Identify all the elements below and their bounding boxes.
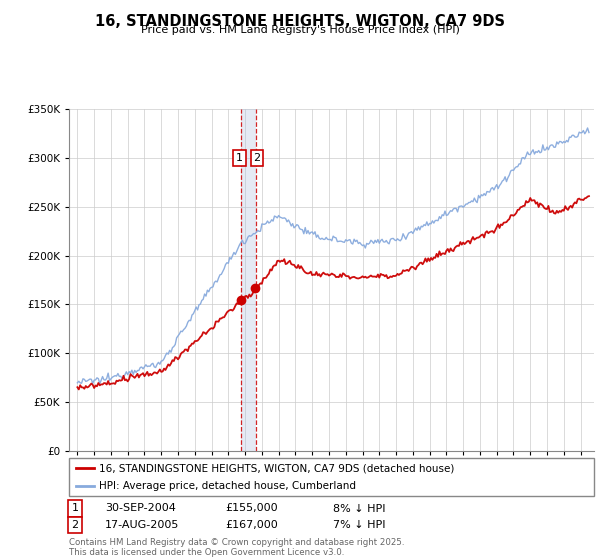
Text: HPI: Average price, detached house, Cumberland: HPI: Average price, detached house, Cumb… <box>99 481 356 491</box>
Text: 1: 1 <box>236 153 243 163</box>
Text: 30-SEP-2004: 30-SEP-2004 <box>105 503 176 514</box>
Text: 2: 2 <box>253 153 260 163</box>
Text: 16, STANDINGSTONE HEIGHTS, WIGTON, CA7 9DS (detached house): 16, STANDINGSTONE HEIGHTS, WIGTON, CA7 9… <box>99 463 454 473</box>
Text: 7% ↓ HPI: 7% ↓ HPI <box>333 520 386 530</box>
Text: 2: 2 <box>71 520 79 530</box>
Bar <box>241 109 256 451</box>
Text: Price paid vs. HM Land Registry's House Price Index (HPI): Price paid vs. HM Land Registry's House … <box>140 25 460 35</box>
Text: £167,000: £167,000 <box>225 520 278 530</box>
Text: Contains HM Land Registry data © Crown copyright and database right 2025.
This d: Contains HM Land Registry data © Crown c… <box>69 538 404 557</box>
Text: 16, STANDINGSTONE HEIGHTS, WIGTON, CA7 9DS: 16, STANDINGSTONE HEIGHTS, WIGTON, CA7 9… <box>95 14 505 29</box>
Text: 1: 1 <box>71 503 79 514</box>
Text: £155,000: £155,000 <box>225 503 278 514</box>
Text: 17-AUG-2005: 17-AUG-2005 <box>105 520 179 530</box>
Text: 8% ↓ HPI: 8% ↓ HPI <box>333 503 386 514</box>
